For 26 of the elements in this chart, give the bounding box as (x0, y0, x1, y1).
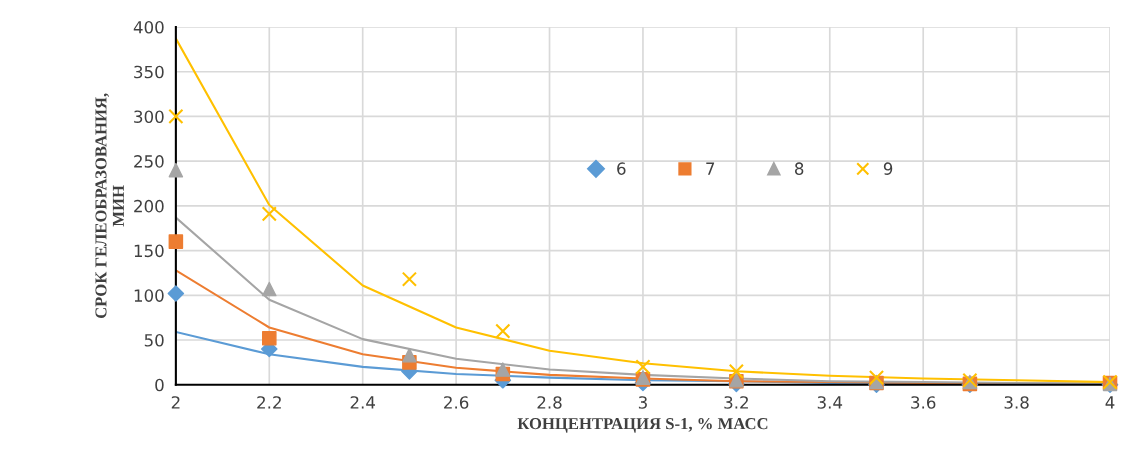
x-tick-label: 4 (1105, 396, 1115, 409)
y-axis-title: СРОК ГЕЛЕОБРАЗОВАНИЯ, МИН (95, 93, 124, 319)
x-tick-label: 2.6 (444, 396, 469, 409)
y-tick-label: 250 (134, 155, 164, 168)
y-tick-label: 50 (144, 333, 164, 347)
x-tick-label: 2.2 (257, 396, 281, 409)
y-tick-label: 0 (155, 378, 164, 392)
legend-label: 9 (883, 162, 893, 175)
legend-label: 7 (706, 162, 715, 175)
legend-label: 6 (617, 162, 626, 175)
y-tick-label: 150 (134, 244, 164, 258)
x-axis-title: КОНЦЕНТРАЦИЯ S-1, % МАСС (517, 418, 768, 433)
y-tick-label: 350 (134, 65, 164, 79)
x-tick-label: 2 (171, 396, 180, 409)
x-tick-label: 3 (638, 396, 647, 409)
x-tick-label: 2.4 (350, 396, 376, 409)
y-tick-label: 200 (134, 199, 164, 213)
y-tick-label: 100 (134, 289, 164, 302)
legend-label: 8 (794, 162, 804, 175)
x-tick-label: 2.8 (537, 396, 562, 409)
x-tick-label: 3.2 (724, 396, 748, 409)
x-tick-label: 3.4 (817, 396, 843, 409)
y-tick-label: 400 (133, 20, 164, 34)
y-tick-label: 300 (134, 110, 164, 124)
x-tick-label: 3.8 (1004, 396, 1029, 409)
x-tick-label: 3.6 (911, 396, 936, 409)
